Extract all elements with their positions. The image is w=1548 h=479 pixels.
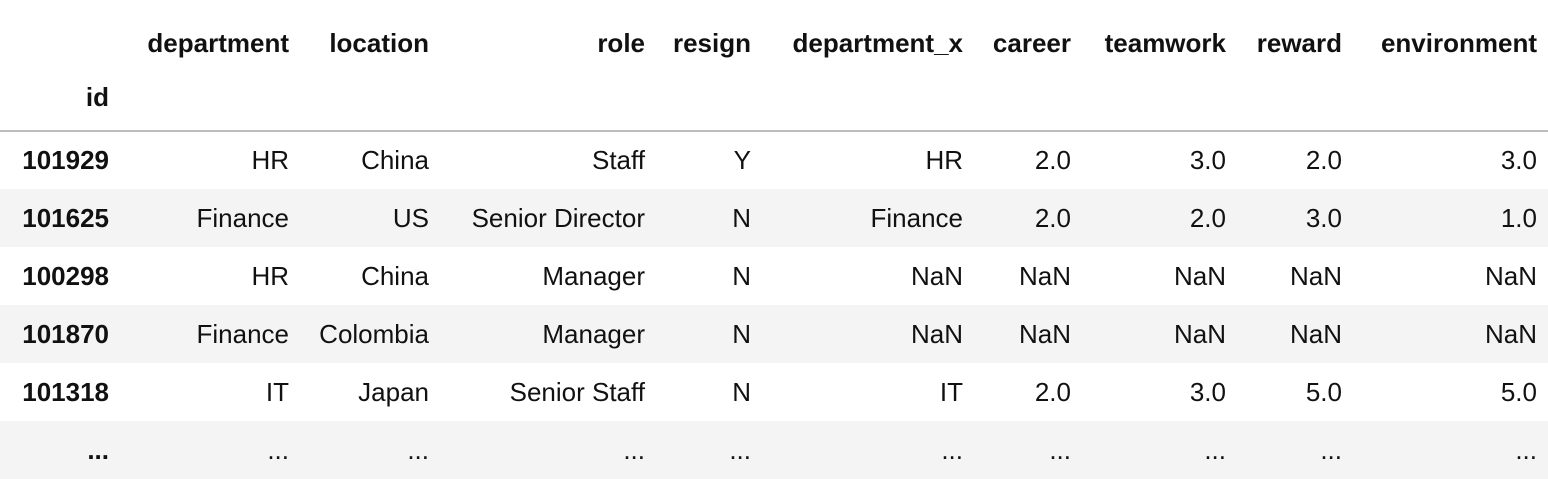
table-row: ..............................: [0, 421, 1548, 479]
cell-location: China: [361, 145, 429, 175]
cell-department: IT: [265, 376, 289, 407]
cell-role: Senior Director: [471, 202, 645, 233]
cell-career: 2.0: [1034, 145, 1071, 175]
cell-reward: ...: [1320, 434, 1342, 465]
cell-location: China: [361, 260, 429, 291]
cell-resign: N: [732, 376, 751, 407]
cell-teamwork: 2.0: [1189, 202, 1226, 233]
row-index: 101929: [22, 145, 109, 175]
cell-department-x: NaN: [910, 260, 963, 291]
cell-role: Senior Staff: [509, 376, 645, 407]
empty-cell: [300, 78, 440, 131]
cell-location: Colombia: [319, 318, 429, 349]
cell-resign: N: [732, 260, 751, 291]
column-header: department: [147, 27, 289, 58]
row-index: ...: [87, 434, 109, 465]
cell-department: HR: [251, 145, 289, 175]
cell-department-x: NaN: [910, 318, 963, 349]
cell-location: Japan: [358, 376, 429, 407]
index-name: id: [85, 82, 109, 112]
empty-cell: [1237, 78, 1353, 131]
table-body: 101929 HR China Staff Y HR 2.0 3.0 2.0 3.0 101625 F…: [0, 131, 1548, 479]
empty-cell: [656, 78, 762, 131]
cell-career: NaN: [1018, 260, 1071, 291]
column-header: location: [329, 27, 429, 58]
table-row: 101318 IT Japan Senior Staff N IT 2.0 3.0 5.0 5.0: [0, 363, 1548, 421]
index-header-row: id: [0, 78, 1548, 131]
cell-environment: NaN: [1484, 318, 1537, 349]
cell-role: Manager: [542, 318, 645, 349]
cell-career: 2.0: [1034, 376, 1071, 407]
cell-reward: NaN: [1289, 260, 1342, 291]
cell-teamwork: NaN: [1173, 260, 1226, 291]
cell-department: ...: [267, 434, 289, 465]
row-index: 101870: [22, 318, 109, 349]
table-row: 101870 Finance Colombia Manager N NaN NaN NaN Na…: [0, 305, 1548, 363]
cell-department-x: HR: [925, 145, 963, 175]
cell-teamwork: NaN: [1173, 318, 1226, 349]
cell-teamwork: 3.0: [1189, 376, 1226, 407]
cell-reward: 5.0: [1305, 376, 1342, 407]
cell-reward: NaN: [1289, 318, 1342, 349]
row-index: 101625: [22, 202, 109, 233]
cell-department-x: Finance: [870, 202, 964, 233]
cell-resign: Y: [733, 145, 751, 175]
column-header: teamwork: [1104, 27, 1226, 58]
empty-cell: [120, 78, 300, 131]
cell-department: HR: [251, 260, 289, 291]
empty-cell: [974, 78, 1082, 131]
column-header-row: department location role resign departme…: [0, 0, 1548, 78]
row-index: 100298: [22, 260, 109, 291]
row-index: 101318: [22, 376, 109, 407]
empty-cell: [1353, 78, 1548, 131]
cell-department: Finance: [196, 202, 290, 233]
cell-resign: ...: [729, 434, 751, 465]
cell-resign: N: [732, 318, 751, 349]
header-corner: [0, 0, 120, 78]
empty-cell: [762, 78, 974, 131]
cell-environment: NaN: [1484, 260, 1537, 291]
cell-environment: 3.0: [1500, 145, 1537, 175]
cell-role: ...: [623, 434, 645, 465]
column-header: career: [992, 27, 1071, 58]
cell-role: Manager: [542, 260, 645, 291]
column-header: department_x: [792, 27, 964, 58]
cell-department-x: ...: [941, 434, 963, 465]
cell-environment: ...: [1515, 434, 1537, 465]
column-header: role: [597, 27, 645, 58]
cell-location: US: [392, 202, 429, 233]
cell-career: NaN: [1018, 318, 1071, 349]
cell-environment: 1.0: [1500, 202, 1537, 233]
cell-role: Staff: [591, 145, 645, 175]
cell-teamwork: ...: [1204, 434, 1226, 465]
cell-reward: 3.0: [1305, 202, 1342, 233]
cell-resign: N: [732, 202, 751, 233]
cell-department: Finance: [196, 318, 290, 349]
cell-teamwork: 3.0: [1189, 145, 1226, 175]
table-row: 101625 Finance US Senior Director N Finance 2.…: [0, 189, 1548, 247]
cell-location: ...: [407, 434, 429, 465]
column-header: environment: [1380, 27, 1537, 58]
empty-cell: [1082, 78, 1237, 131]
table-row: 100298 HR China Manager N NaN NaN NaN NaN NaN: [0, 247, 1548, 305]
cell-department-x: IT: [939, 376, 963, 407]
cell-career: ...: [1049, 434, 1071, 465]
empty-cell: [440, 78, 656, 131]
cell-reward: 2.0: [1305, 145, 1342, 175]
cell-career: 2.0: [1034, 202, 1071, 233]
cell-environment: 5.0: [1500, 376, 1537, 407]
column-header: resign: [672, 27, 751, 58]
column-header: reward: [1256, 27, 1342, 58]
table-row: 101929 HR China Staff Y HR 2.0 3.0 2.0 3.0: [0, 131, 1548, 189]
